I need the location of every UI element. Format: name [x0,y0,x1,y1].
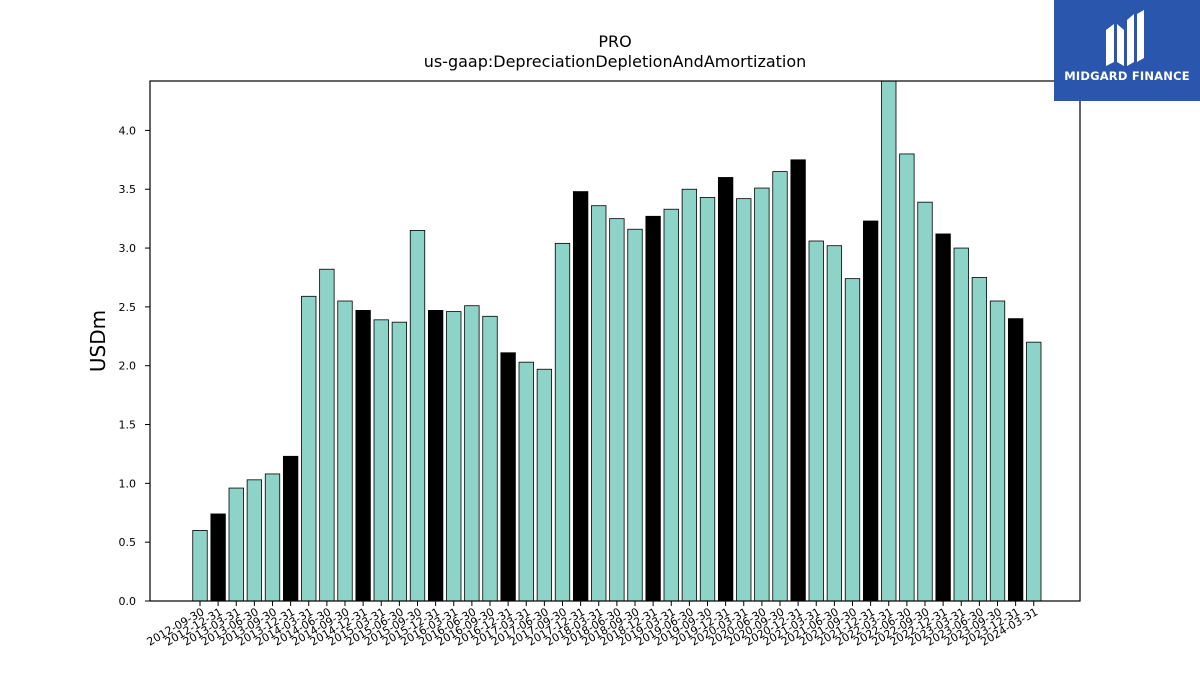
bar-2019-12-31 [717,177,734,602]
bar-2023-03-31 [953,247,969,602]
midgard-logo-icon [1106,10,1144,66]
bar-2023-09-30 [989,300,1006,602]
bar-2014-03-31 [301,295,317,602]
bar-2012-12-31 [210,513,226,602]
bar-2019-06-30 [681,188,698,602]
bar-2021-06-30 [826,245,843,602]
logo-brand-text: MIDGARD FINANCE [1064,69,1190,83]
bar-2021-03-31 [808,240,824,602]
y-tick-label: 2.5 [119,301,137,314]
bar-2014-06-30 [319,268,335,602]
y-axis-label: USDm [86,310,110,372]
midgard-finance-logo: MIDGARD FINANCE [1054,0,1200,101]
y-tick-label: 3.0 [119,242,137,255]
bar-2015-03-31 [373,319,389,602]
bar-2012-09-30 [192,530,208,602]
y-tick-label: 2.0 [119,360,137,373]
bar-2021-09-30 [844,278,861,602]
chart-title: PRO [598,32,632,51]
y-tick-label: 1.5 [119,419,137,432]
y-tick-label: 1.0 [119,477,137,490]
bar-2015-06-30 [391,321,408,602]
bar-2023-12-31 [1007,318,1024,602]
bar-2020-09-30 [772,171,788,602]
bar-2013-03-31 [228,487,244,602]
bar-2013-12-31 [282,455,299,602]
y-tick-label: 4.0 [119,124,137,137]
bar-2015-12-31 [427,310,444,602]
bar-2018-09-30 [627,228,643,602]
y-axis: 0.0 0.5 1.0 1.5 2.0 2.5 3.0 3.5 4.0 [119,124,150,608]
plot-frame [149,80,1081,602]
bar-2023-06-30 [971,277,988,602]
x-axis: 2012-09-302012-12-312013-03-312013-06-30… [145,601,1040,649]
chart-subtitle: us-gaap:DepreciationDepletionAndAmortiza… [423,52,807,71]
bar-2015-09-30 [409,230,426,602]
bar-2022-06-30 [899,153,915,602]
bar-2018-12-31 [645,215,661,602]
bar-2019-09-30 [699,197,716,602]
bar-2020-03-31 [736,198,752,602]
bar-2016-06-30 [464,305,480,602]
bar-2022-03-31 [881,80,897,602]
bar-2018-03-31 [591,205,607,602]
bar-2014-09-30 [337,300,353,602]
bar-2013-09-30 [264,473,281,602]
bar-2020-12-31 [790,159,806,602]
bars-group [192,80,1042,602]
bar-2018-06-30 [609,218,625,602]
bar-2024-03-31 [1026,341,1042,602]
bar-2022-09-30 [917,201,933,602]
bar-2017-06-30 [536,368,553,602]
y-tick-label: 0.5 [119,536,137,549]
bar-2017-12-31 [572,191,589,602]
bar-2016-03-31 [446,311,462,602]
bar-2013-06-30 [246,479,263,602]
y-tick-label: 3.5 [119,183,137,196]
bar-2016-09-30 [482,315,498,602]
bar-2020-06-30 [754,187,770,602]
y-tick-label: 0.0 [119,595,137,608]
bar-2017-09-30 [554,242,571,602]
bar-2021-12-31 [862,220,879,602]
bar-2019-03-31 [663,208,679,602]
bar-2014-12-31 [355,310,371,602]
bar-2022-12-31 [935,233,951,602]
bar-2017-03-31 [518,361,534,602]
bar-2016-12-31 [500,352,516,602]
